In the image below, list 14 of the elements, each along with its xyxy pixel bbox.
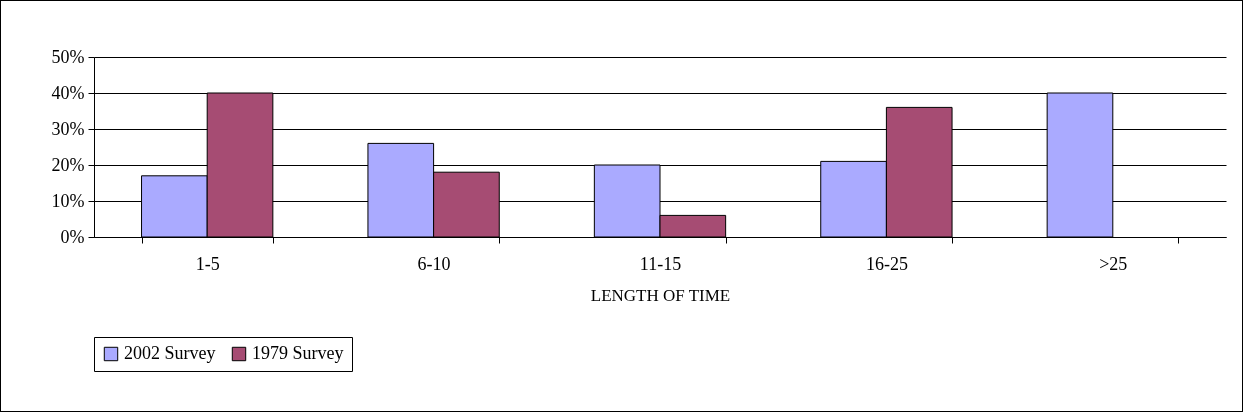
y-tick-label: 40% <box>51 82 85 103</box>
y-tick-label: 10% <box>51 190 85 211</box>
x-tick-label: 16-25 <box>865 253 908 274</box>
legend-label: 2002 Survey <box>124 343 216 363</box>
y-tick-label: 20% <box>51 154 85 175</box>
x-axis-title: LENGTH OF TIME <box>590 285 731 305</box>
y-tick-label: 50% <box>51 46 85 67</box>
y-tick-label: 0% <box>60 226 85 247</box>
x-tick-label: >25 <box>1099 253 1128 274</box>
x-tick-label: 1-5 <box>195 253 220 274</box>
y-tick-label: 30% <box>51 118 85 139</box>
x-tick-label: 11-15 <box>639 253 682 274</box>
x-tick-label: 6-10 <box>417 253 451 274</box>
legend-label: 1979 Survey <box>252 343 344 363</box>
